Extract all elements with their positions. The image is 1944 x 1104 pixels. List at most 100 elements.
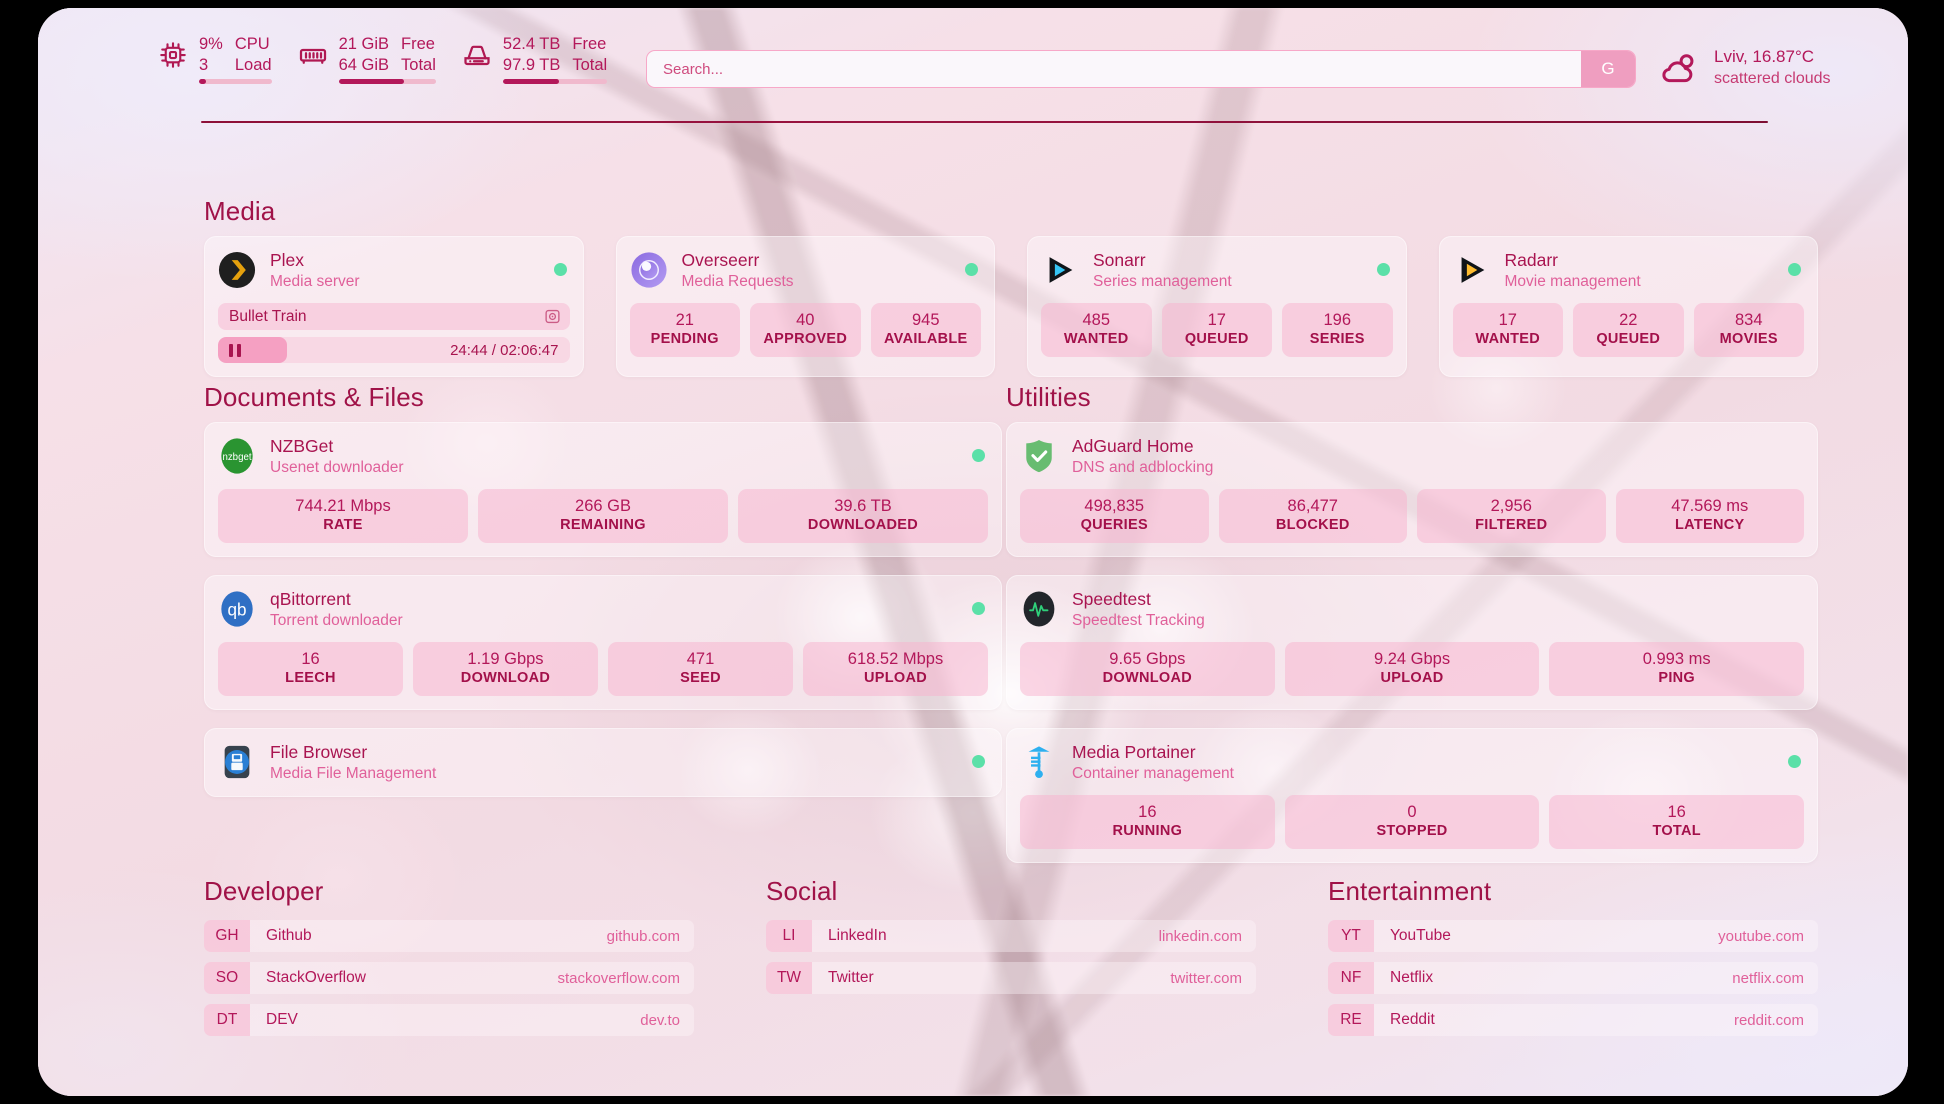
stat-value: 9.65 Gbps	[1109, 650, 1186, 668]
cpu-count-value: 3	[199, 56, 209, 74]
now-playing-progress-row[interactable]: 24:44 / 02:06:47	[218, 337, 570, 363]
stat-label: QUEUED	[1596, 331, 1661, 347]
stat-label: DOWNLOAD	[460, 670, 551, 686]
now-playing-time: 24:44 / 02:06:47	[450, 341, 559, 359]
media-cards-grid: Plex Media server Bullet Train	[204, 236, 1818, 377]
search-input[interactable]	[647, 51, 1581, 87]
bookmark-name: StackOverflow	[266, 969, 366, 986]
bookmark-item-dev[interactable]: DT DEV dev.to	[204, 1004, 694, 1036]
bookmarks-grid: Developer GH Github github.com SO StackO…	[204, 876, 1818, 1036]
stat-label: BLOCKED	[1275, 517, 1350, 533]
service-subtitle: Speedtest Tracking	[1072, 611, 1205, 629]
service-card-radarr[interactable]: Radarr Movie management 17 WANTED 22 QUE…	[1438, 236, 1818, 377]
google-search-button[interactable]: G	[1581, 51, 1635, 87]
overseerr-icon	[630, 251, 668, 289]
disk-usage-bar-fill	[502, 79, 560, 84]
stat-value: 47.569 ms	[1671, 497, 1749, 515]
bookmark-item-netflix[interactable]: NF Netflix netflix.com	[1328, 962, 1818, 994]
stat-item: 498,835 QUERIES	[1020, 489, 1209, 543]
stat-item: 16 RUNNING	[1020, 795, 1275, 849]
bookmark-abbr: GH	[204, 920, 250, 952]
status-indicator-online	[972, 449, 985, 462]
service-card-file-browser[interactable]: File Browser Media File Management	[204, 728, 1002, 797]
stat-value: 1.19 Gbps	[467, 650, 544, 668]
service-card-overseerr[interactable]: Overseerr Media Requests 21 PENDING 40 A…	[615, 236, 995, 377]
bookmark-item-twitter[interactable]: TW Twitter twitter.com	[766, 962, 1256, 994]
stat-label: TOTAL	[1652, 823, 1701, 839]
system-stat-disk: 52.4 TB 97.9 TB Free Total	[462, 34, 608, 86]
pause-icon[interactable]	[229, 343, 241, 357]
stat-label: REMAINING	[560, 517, 646, 533]
stat-item: 17 WANTED	[1452, 303, 1563, 357]
service-card-speedtest[interactable]: Speedtest Speedtest Tracking 9.65 Gbps D…	[1006, 575, 1818, 710]
memory-ram-icon	[298, 40, 328, 70]
service-subtitle: Media server	[270, 272, 360, 290]
bookmark-item-youtube[interactable]: YT YouTube youtube.com	[1328, 920, 1818, 952]
bookmark-url: github.com	[606, 927, 680, 945]
service-card-plex[interactable]: Plex Media server Bullet Train	[204, 236, 584, 377]
stat-item: 471 SEED	[608, 642, 793, 696]
stat-value: 21	[675, 311, 694, 329]
bookmark-name: LinkedIn	[828, 927, 887, 944]
stat-value: 16	[301, 650, 320, 668]
weather-widget[interactable]: Lviv, 16.87°C scattered clouds	[1658, 46, 1831, 89]
cpu-usage-bar-fill	[199, 79, 206, 84]
plex-icon	[218, 251, 256, 289]
bookmark-item-stackoverflow[interactable]: SO StackOverflow stackoverflow.com	[204, 962, 694, 994]
service-stats: 9.65 Gbps DOWNLOAD 9.24 Gbps UPLOAD 0.99…	[1020, 642, 1805, 696]
service-card-media-portainer[interactable]: Media Portainer Container management 16 …	[1006, 728, 1818, 863]
service-card-adguard-home[interactable]: AdGuard Home DNS and adblocking 498,835 …	[1006, 422, 1818, 557]
bookmark-group-developer: Developer GH Github github.com SO StackO…	[204, 876, 694, 1036]
bookmark-url: reddit.com	[1733, 1011, 1804, 1029]
memory-label-top: Free	[401, 35, 435, 53]
service-card-nzbget[interactable]: nzbget NZBGet Usenet downloader 744.21 M…	[204, 422, 1002, 557]
status-indicator-online	[972, 602, 985, 615]
stat-value: 618.52 Mbps	[847, 650, 944, 668]
status-indicator-online	[553, 263, 567, 276]
cast-icon[interactable]	[544, 308, 561, 325]
stat-label: PENDING	[650, 331, 719, 347]
bookmark-url: netflix.com	[1732, 969, 1804, 987]
bookmark-group-social: Social LI LinkedIn linkedin.com TW Twitt…	[766, 876, 1256, 1036]
disk-usage-bar	[502, 79, 608, 84]
bookmark-url: youtube.com	[1718, 927, 1804, 945]
system-stat-memory: 21 GiB 64 GiB Free Total	[298, 34, 436, 86]
stat-value: 2,956	[1490, 497, 1532, 515]
bookmark-item-reddit[interactable]: RE Reddit reddit.com	[1328, 1004, 1818, 1036]
cpu-label-bottom: Load	[234, 56, 272, 74]
service-card-sonarr[interactable]: Sonarr Series management 485 WANTED 17 Q…	[1027, 236, 1407, 377]
bookmark-item-github[interactable]: GH Github github.com	[204, 920, 694, 952]
stat-value: 834	[1734, 311, 1763, 329]
memory-stat-body: 21 GiB 64 GiB Free Total	[338, 34, 436, 86]
stat-value: 471	[686, 650, 715, 668]
qbittorrent-icon: qb	[218, 590, 256, 628]
search-bar[interactable]: G	[646, 50, 1636, 88]
status-indicator-online	[1376, 263, 1390, 276]
stat-label: DOWNLOADED	[807, 517, 919, 533]
service-stats: 744.21 Mbps RATE 266 GB REMAINING 39.6 T…	[218, 489, 988, 543]
bookmark-name: DEV	[266, 1011, 298, 1028]
service-stats: 16 LEECH 1.19 Gbps DOWNLOAD 471 SEED 618…	[218, 642, 988, 696]
weather-condition: scattered clouds	[1714, 70, 1831, 87]
stat-value: 17	[1498, 311, 1517, 329]
memory-usage-bar	[338, 79, 436, 84]
bookmark-name: Reddit	[1390, 1011, 1435, 1028]
system-stats-rail: 9% 3 CPU Load	[158, 34, 608, 86]
stat-label: MOVIES	[1719, 331, 1778, 347]
stat-label: LATENCY	[1675, 517, 1745, 533]
service-subtitle: Media Requests	[681, 272, 794, 290]
bookmark-item-linkedin[interactable]: LI LinkedIn linkedin.com	[766, 920, 1256, 952]
stat-item: 0 STOPPED	[1284, 795, 1540, 849]
service-name: Radarr	[1504, 249, 1559, 270]
disk-label-bottom: Total	[572, 56, 608, 74]
bookmark-name: Twitter	[828, 969, 874, 986]
service-subtitle: Series management	[1093, 272, 1232, 290]
stat-value: 40	[796, 311, 815, 329]
stat-item: 266 GB REMAINING	[478, 489, 728, 543]
service-card-qbittorrent[interactable]: qb qBittorrent Torrent downloader 16 LEE…	[204, 575, 1002, 710]
stat-item: 22 QUEUED	[1573, 303, 1684, 357]
bookmark-abbr: TW	[766, 962, 812, 994]
disk-label-top: Free	[572, 35, 607, 53]
service-stats: 498,835 QUERIES 86,477 BLOCKED 2,956 FIL…	[1020, 489, 1804, 543]
cherry-blossom-background	[38, 8, 1908, 1096]
